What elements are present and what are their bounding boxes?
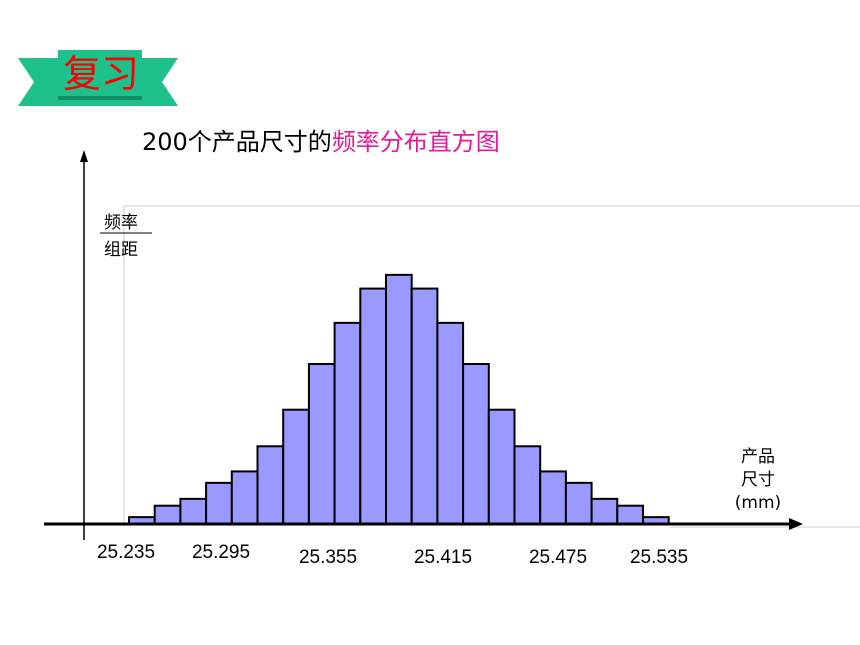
x-tick-label: 25.535 [630, 547, 688, 568]
gridlines [123, 205, 860, 528]
x-axis-arrow [789, 518, 803, 530]
histogram-bar [410, 287, 439, 526]
histogram-bar [256, 445, 285, 525]
x-tick-labels: 25.235 25.295 25.355 25.415 25.475 25.535 [97, 542, 688, 568]
title-highlight: 频率分布直方图 [331, 128, 500, 156]
chart-title: 200个产品尺寸的频率分布直方图 [142, 122, 500, 157]
histogram-bar [462, 363, 490, 525]
histogram-bar [153, 504, 182, 526]
y-axis-arrow [80, 150, 88, 162]
histogram-bar [307, 363, 336, 525]
histogram-bar [436, 321, 465, 525]
x-unit-line-2: 尺寸 [741, 470, 775, 490]
histogram-bar [539, 470, 567, 525]
x-tick-label: 25.235 [97, 542, 155, 563]
review-label: 复习 [62, 52, 139, 96]
histogram-bar [282, 408, 310, 526]
review-banner [18, 50, 178, 106]
histogram-bar [487, 408, 516, 526]
histogram-bar [385, 273, 413, 525]
ribbon-label-shadow [58, 96, 142, 100]
ribbon-label-box [58, 50, 142, 98]
histogram-bar [616, 504, 644, 526]
title-plain: 200个产品尺寸的 [142, 128, 332, 156]
x-tick-label: 25.415 [414, 547, 472, 568]
histogram-bar [230, 470, 259, 525]
y-axis-label-numerator: 频率 [104, 213, 138, 233]
x-tick-label: 25.475 [529, 547, 587, 568]
histogram-bar [359, 287, 387, 526]
histogram-bar [513, 445, 542, 525]
histogram-bar [205, 481, 233, 526]
x-tick-label: 25.295 [192, 542, 250, 563]
bars-group [128, 273, 670, 526]
x-unit-line-1: 产品 [741, 447, 775, 467]
x-tick-label: 25.355 [299, 547, 357, 568]
histogram-bar [590, 497, 619, 526]
x-unit-line-3: (mm) [734, 493, 782, 513]
histogram-bar [564, 481, 593, 526]
y-axis-label-denominator: 组距 [104, 240, 138, 260]
histogram-bar [333, 321, 362, 525]
x-axis-unit-label: 产品 尺寸 (mm) [730, 446, 786, 515]
histogram-bar [179, 497, 208, 526]
